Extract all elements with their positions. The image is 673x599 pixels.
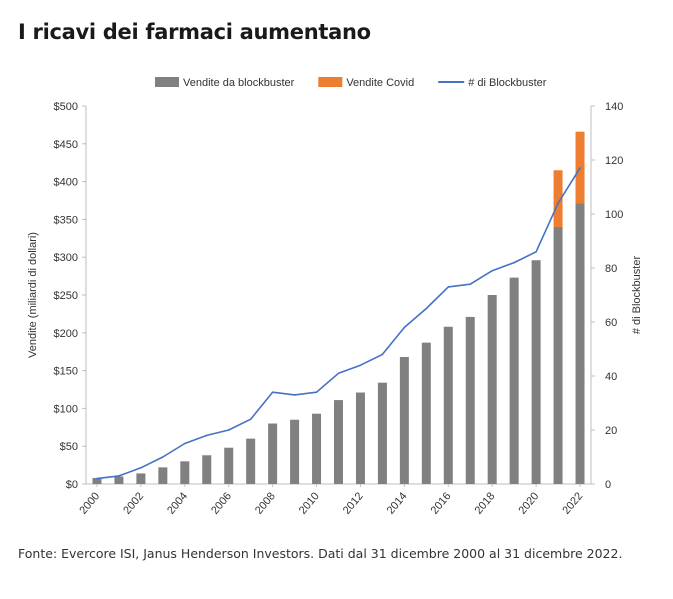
legend-swatch-1 bbox=[318, 77, 343, 87]
bar-blockbuster-2019 bbox=[509, 277, 519, 484]
y-right-tick-label: 80 bbox=[605, 263, 617, 275]
line-point-2014 bbox=[403, 326, 406, 329]
line-point-2012 bbox=[359, 364, 362, 367]
y-right-tick-label: 0 bbox=[605, 479, 611, 491]
page-title: I ricavi dei farmaci aumentano bbox=[18, 20, 371, 44]
bar-blockbuster-2014 bbox=[399, 356, 409, 484]
bar-blockbuster-2006 bbox=[224, 447, 234, 484]
chart-svg: Vendite da blockbuster Vendite Covid # di … bbox=[27, 77, 643, 517]
legend-label-2: # di Blockbuster bbox=[468, 77, 547, 89]
line-point-2020 bbox=[535, 251, 537, 253]
x-tick-label: 2012 bbox=[341, 490, 366, 516]
line-point-2006 bbox=[227, 429, 230, 431]
y-left-axis-title: Vendite (miliardi di dollari) bbox=[27, 232, 39, 358]
legend-label-0: Vendite da blockbuster bbox=[183, 77, 295, 89]
line-point-2005 bbox=[205, 434, 208, 437]
y-left-tick-label: $400 bbox=[54, 177, 78, 189]
x-tick-label: 2016 bbox=[429, 490, 454, 516]
bar-blockbuster-2007 bbox=[246, 438, 256, 484]
y-left-tick-label: $200 bbox=[54, 328, 78, 340]
x-tick-label: 2004 bbox=[165, 490, 190, 516]
line-point-2009 bbox=[293, 394, 296, 396]
x-tick-label: 2018 bbox=[473, 490, 498, 516]
line-point-2003 bbox=[162, 456, 164, 458]
bar-blockbuster-2005 bbox=[202, 455, 212, 484]
source-note: Fonte: Evercore ISI, Janus Henderson Inv… bbox=[18, 546, 623, 561]
y-left-tick-label: $250 bbox=[54, 290, 78, 302]
line-point-2021 bbox=[557, 202, 559, 204]
bar-blockbuster-2013 bbox=[377, 382, 387, 484]
y-left-tick-label: $450 bbox=[54, 139, 78, 151]
y-right-axis-title: # di Blockbuster bbox=[631, 256, 643, 335]
bar-blockbuster-2004 bbox=[180, 461, 190, 484]
chart-line bbox=[96, 167, 581, 480]
bar-blockbuster-2015 bbox=[421, 342, 431, 484]
y-left-tick-label: $300 bbox=[54, 252, 78, 264]
bar-covid-2021 bbox=[553, 170, 563, 227]
y-left-tick-label: $0 bbox=[66, 479, 78, 491]
bar-blockbuster-2003 bbox=[158, 467, 168, 484]
line-point-2013 bbox=[381, 353, 384, 356]
chart-legend: Vendite da blockbuster Vendite Covid # di … bbox=[155, 77, 547, 89]
line-point-2000 bbox=[96, 477, 98, 480]
y-right-tick-label: 60 bbox=[605, 317, 617, 329]
y-right-tick-label: 140 bbox=[605, 101, 623, 113]
bar-blockbuster-2011 bbox=[334, 400, 343, 484]
x-tick-label: 2002 bbox=[121, 490, 146, 516]
y-right-tick-label: 40 bbox=[605, 371, 617, 383]
bar-blockbuster-2017 bbox=[465, 316, 475, 484]
y-left-tick-label: $150 bbox=[54, 366, 78, 378]
legend-label-1: Vendite Covid bbox=[346, 77, 414, 89]
y-right-tick-label: 100 bbox=[605, 209, 623, 221]
y-left-tick-label: $350 bbox=[54, 214, 78, 226]
x-tick-label: 2006 bbox=[209, 490, 234, 516]
bar-blockbuster-2002 bbox=[136, 473, 146, 484]
legend-swatch-0 bbox=[155, 77, 179, 87]
line-point-2007 bbox=[249, 418, 252, 421]
bar-blockbuster-2020 bbox=[531, 260, 541, 484]
y-right-tick-label: 20 bbox=[605, 425, 617, 437]
chart-axes: Vendite (miliardi di dollari) # di Blockb… bbox=[27, 106, 643, 485]
bar-blockbuster-2022 bbox=[575, 203, 585, 485]
line-point-2018 bbox=[491, 269, 493, 272]
line-point-2022 bbox=[579, 167, 581, 169]
line-point-2019 bbox=[513, 261, 515, 264]
line-point-2011 bbox=[337, 372, 340, 375]
line-point-2004 bbox=[184, 442, 186, 445]
chart: Vendite da blockbuster Vendite Covid # di … bbox=[0, 60, 673, 530]
bar-blockbuster-2016 bbox=[443, 326, 453, 484]
y-left-tick-label: $100 bbox=[54, 403, 78, 415]
x-tick-label: 2014 bbox=[385, 490, 410, 516]
bar-blockbuster-2000 bbox=[92, 477, 102, 484]
bar-blockbuster-2010 bbox=[312, 413, 322, 484]
x-tick-label: 2022 bbox=[560, 490, 585, 516]
line-point-2016 bbox=[447, 286, 450, 288]
bar-blockbuster-2021 bbox=[553, 226, 563, 484]
line-point-2015 bbox=[425, 307, 428, 310]
line-point-2002 bbox=[140, 467, 142, 469]
line-point-2017 bbox=[469, 283, 472, 285]
line-point-2008 bbox=[271, 391, 274, 394]
bar-blockbuster-2009 bbox=[290, 419, 300, 484]
bar-blockbuster-2012 bbox=[355, 392, 365, 484]
y-left-tick-label: $50 bbox=[60, 441, 78, 453]
x-tick-label: 2008 bbox=[253, 490, 278, 516]
bar-blockbuster-2001 bbox=[114, 476, 124, 484]
line-point-2010 bbox=[315, 391, 318, 394]
bar-blockbuster-2008 bbox=[268, 423, 278, 484]
y-left-tick-label: $500 bbox=[54, 101, 78, 113]
bar-blockbuster-2018 bbox=[487, 295, 497, 484]
x-tick-label: 2010 bbox=[297, 490, 322, 516]
y-right-tick-label: 120 bbox=[605, 155, 623, 167]
x-tick-label: 2020 bbox=[516, 490, 541, 516]
x-tick-label: 2000 bbox=[77, 490, 102, 516]
line-point-2001 bbox=[118, 475, 120, 477]
chart-bars bbox=[92, 131, 585, 485]
